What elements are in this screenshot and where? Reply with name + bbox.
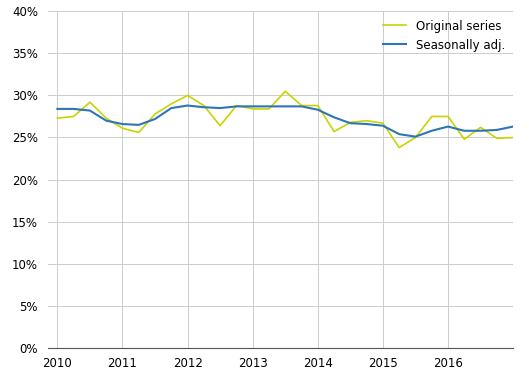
Original series: [250, 107, 256, 111]
Original series: [152, 112, 158, 116]
Original series: [103, 116, 110, 121]
Original series: [70, 114, 77, 119]
Seasonally adj.: [396, 132, 403, 136]
Legend: Original series, Seasonally adj.: Original series, Seasonally adj.: [378, 15, 509, 56]
Seasonally adj.: [428, 129, 435, 133]
Original series: [510, 135, 516, 140]
Original series: [380, 121, 386, 125]
Original series: [412, 135, 418, 140]
Seasonally adj.: [87, 108, 93, 113]
Seasonally adj.: [315, 107, 321, 112]
Original series: [233, 103, 240, 108]
Original series: [185, 93, 191, 98]
Seasonally adj.: [103, 118, 110, 123]
Original series: [168, 102, 175, 106]
Original series: [428, 114, 435, 119]
Seasonally adj.: [380, 124, 386, 128]
Original series: [363, 118, 370, 123]
Line: Seasonally adj.: Seasonally adj.: [57, 105, 529, 137]
Seasonally adj.: [477, 129, 484, 133]
Seasonally adj.: [54, 107, 60, 111]
Original series: [217, 124, 223, 128]
Original series: [331, 129, 338, 134]
Seasonally adj.: [120, 122, 126, 126]
Original series: [54, 116, 60, 121]
Original series: [347, 120, 353, 125]
Original series: [298, 103, 305, 108]
Seasonally adj.: [135, 122, 142, 127]
Seasonally adj.: [526, 125, 529, 130]
Seasonally adj.: [461, 129, 468, 133]
Original series: [396, 145, 403, 150]
Seasonally adj.: [250, 104, 256, 108]
Original series: [494, 136, 500, 141]
Seasonally adj.: [510, 124, 516, 129]
Original series: [282, 89, 288, 93]
Original series: [135, 130, 142, 135]
Seasonally adj.: [185, 103, 191, 108]
Original series: [266, 107, 272, 111]
Seasonally adj.: [217, 106, 223, 110]
Seasonally adj.: [266, 104, 272, 108]
Seasonally adj.: [494, 128, 500, 132]
Original series: [461, 137, 468, 141]
Seasonally adj.: [200, 105, 207, 110]
Seasonally adj.: [331, 115, 338, 119]
Original series: [315, 103, 321, 108]
Seasonally adj.: [152, 117, 158, 121]
Original series: [477, 125, 484, 130]
Line: Original series: Original series: [57, 91, 529, 147]
Original series: [526, 137, 529, 141]
Seasonally adj.: [298, 104, 305, 108]
Seasonally adj.: [347, 121, 353, 125]
Original series: [120, 126, 126, 130]
Seasonally adj.: [282, 104, 288, 108]
Seasonally adj.: [70, 107, 77, 111]
Seasonally adj.: [363, 122, 370, 126]
Original series: [87, 100, 93, 104]
Seasonally adj.: [412, 135, 418, 139]
Seasonally adj.: [445, 124, 451, 129]
Seasonally adj.: [168, 106, 175, 110]
Original series: [200, 103, 207, 108]
Original series: [445, 114, 451, 119]
Seasonally adj.: [233, 104, 240, 108]
